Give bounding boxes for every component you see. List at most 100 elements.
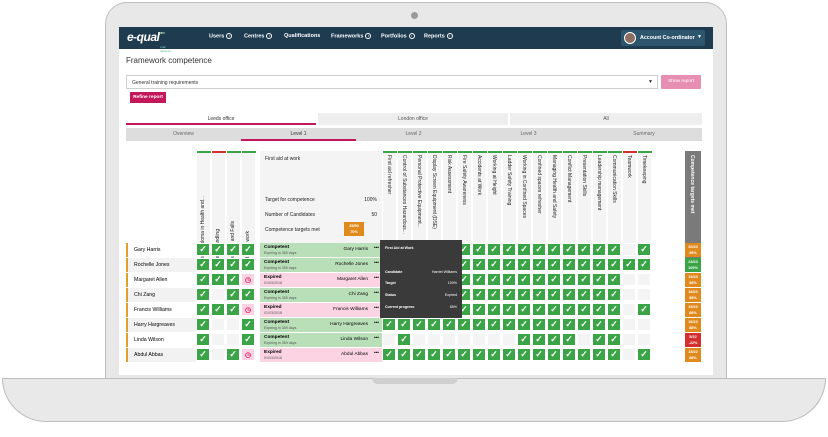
check-icon[interactable]: ✓ [487, 273, 501, 286]
check-icon[interactable]: ✓ [622, 258, 636, 271]
check-icon[interactable]: ✓ [577, 243, 591, 256]
check-icon[interactable]: ✓ [532, 288, 546, 301]
more-icon[interactable]: ••• [373, 261, 379, 266]
column-header[interactable]: Accidents at Work [472, 151, 487, 271]
tab-overview[interactable]: Overview [173, 131, 194, 137]
column-header[interactable]: Slips, Trips and Falls [226, 151, 241, 271]
nav-qualifications[interactable]: Qualifications [284, 33, 320, 39]
check-icon[interactable]: ✓ [517, 273, 531, 286]
check-icon[interactable]: ✓ [226, 258, 240, 271]
check-icon[interactable]: ✓ [532, 273, 546, 286]
check-icon[interactable]: ✓ [562, 243, 576, 256]
empty-cell[interactable] [622, 288, 636, 301]
check-icon[interactable]: ✓ [607, 333, 621, 346]
check-icon[interactable]: ✓ [196, 348, 210, 361]
empty-cell[interactable] [637, 318, 651, 331]
candidate-status[interactable]: Competent Expiring in 359 days Linda Wilso… [260, 333, 382, 347]
check-icon[interactable]: ✓ [397, 318, 411, 331]
column-header[interactable]: Level 2 Diploma in Health and... [196, 151, 211, 271]
candidate-status[interactable]: Competent Expiring in 359 days Harry Hargr… [260, 318, 382, 332]
check-icon[interactable]: ✓ [562, 273, 576, 286]
check-icon[interactable]: ✓ [397, 348, 411, 361]
check-icon[interactable]: ✓ [241, 318, 255, 331]
check-icon[interactable]: ✓ [472, 318, 486, 331]
check-icon[interactable]: ✓ [427, 318, 441, 331]
check-icon[interactable]: ✓ [517, 318, 531, 331]
check-icon[interactable]: ✓ [637, 303, 651, 316]
expired-clock-icon[interactable]: ◷ [241, 303, 255, 316]
check-icon[interactable]: ✓ [472, 243, 486, 256]
check-icon[interactable]: ✓ [547, 273, 561, 286]
check-icon[interactable]: ✓ [196, 288, 210, 301]
check-icon[interactable]: ✓ [532, 243, 546, 256]
empty-cell[interactable] [211, 348, 225, 361]
candidate-name[interactable]: Abdul Abbas [126, 348, 196, 362]
check-icon[interactable]: ✓ [532, 318, 546, 331]
check-icon[interactable]: ✓ [562, 258, 576, 271]
empty-cell[interactable] [622, 273, 636, 286]
more-icon[interactable]: ••• [373, 246, 379, 251]
candidate-name[interactable]: Rochelle Jones [126, 258, 196, 272]
check-icon[interactable]: ✓ [382, 318, 396, 331]
check-icon[interactable]: ✓ [241, 288, 255, 301]
empty-cell[interactable] [427, 333, 441, 346]
column-header[interactable]: Communication Skills [607, 151, 622, 271]
check-icon[interactable]: ✓ [412, 318, 426, 331]
empty-cell[interactable] [211, 318, 225, 331]
candidate-status[interactable]: Expired 01/03/2018 Margaret Allen ••• [260, 273, 382, 287]
check-icon[interactable]: ✓ [487, 303, 501, 316]
account-menu[interactable]: Account Co-ordinator ▼ [621, 30, 705, 46]
expired-clock-icon[interactable]: ◷ [241, 273, 255, 286]
check-icon[interactable]: ✓ [547, 243, 561, 256]
check-icon[interactable]: ✓ [547, 303, 561, 316]
check-icon[interactable]: ✓ [472, 288, 486, 301]
column-header[interactable]: Teamwork [622, 151, 637, 271]
check-icon[interactable]: ✓ [592, 348, 606, 361]
check-icon[interactable]: ✓ [592, 333, 606, 346]
candidate-name[interactable]: Chi Zang [126, 288, 196, 302]
check-icon[interactable]: ✓ [196, 333, 210, 346]
empty-cell[interactable] [622, 243, 636, 256]
check-icon[interactable]: ✓ [562, 303, 576, 316]
check-icon[interactable]: ✓ [502, 273, 516, 286]
check-icon[interactable]: ✓ [637, 243, 651, 256]
check-icon[interactable]: ✓ [517, 348, 531, 361]
check-icon[interactable]: ✓ [472, 273, 486, 286]
empty-cell[interactable] [457, 333, 471, 346]
column-header[interactable]: Leadership management [592, 151, 607, 271]
empty-cell[interactable] [487, 333, 501, 346]
column-header[interactable]: Presentation Skills [577, 151, 592, 271]
candidate-status[interactable]: Expired 01/03/2018 Abdul Abbas ••• [260, 348, 382, 362]
check-icon[interactable]: ✓ [547, 348, 561, 361]
check-icon[interactable]: ✓ [547, 288, 561, 301]
check-icon[interactable]: ✓ [196, 243, 210, 256]
check-icon[interactable]: ✓ [211, 273, 225, 286]
check-icon[interactable]: ✓ [517, 243, 531, 256]
expired-clock-icon[interactable]: ◷ [241, 348, 255, 361]
empty-cell[interactable] [637, 273, 651, 286]
check-icon[interactable]: ✓ [562, 288, 576, 301]
check-icon[interactable]: ✓ [547, 258, 561, 271]
check-icon[interactable]: ✓ [502, 288, 516, 301]
more-icon[interactable]: ••• [373, 336, 379, 341]
check-icon[interactable]: ✓ [607, 258, 621, 271]
check-icon[interactable]: ✓ [211, 243, 225, 256]
check-icon[interactable]: ✓ [241, 333, 255, 346]
check-icon[interactable]: ✓ [637, 348, 651, 361]
check-icon[interactable]: ✓ [196, 258, 210, 271]
check-icon[interactable]: ✓ [592, 318, 606, 331]
empty-cell[interactable] [442, 333, 456, 346]
check-icon[interactable]: ✓ [427, 348, 441, 361]
check-icon[interactable]: ✓ [472, 258, 486, 271]
check-icon[interactable]: ✓ [226, 288, 240, 301]
empty-cell[interactable] [226, 333, 240, 346]
empty-cell[interactable] [622, 348, 636, 361]
check-icon[interactable]: ✓ [487, 288, 501, 301]
tab-summary[interactable]: Summary [633, 131, 655, 137]
check-icon[interactable]: ✓ [562, 348, 576, 361]
empty-cell[interactable] [622, 333, 636, 346]
check-icon[interactable]: ✓ [226, 273, 240, 286]
nav-users[interactable]: Users › [209, 33, 233, 39]
check-icon[interactable]: ✓ [592, 243, 606, 256]
empty-cell[interactable] [211, 288, 225, 301]
